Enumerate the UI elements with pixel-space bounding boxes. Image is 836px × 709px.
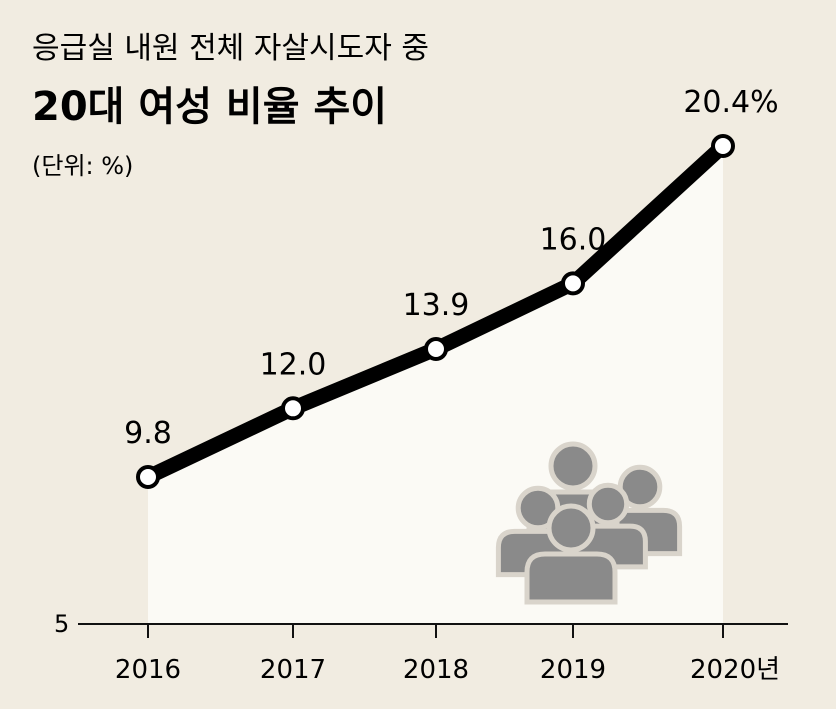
data-point — [561, 271, 585, 296]
x-tick-label: 2017 — [260, 655, 326, 685]
x-tick-label: 2016 — [115, 655, 181, 685]
x-tick-label: 2018 — [403, 655, 469, 685]
chart-title: 20대 여성 비율 추이 — [32, 84, 387, 130]
x-ticks: 2016 2017 2018 2019 2020년 — [115, 624, 780, 685]
data-point — [281, 396, 305, 421]
data-point — [424, 336, 448, 361]
people-group-icon — [495, 441, 683, 605]
data-label: 20.4% — [683, 85, 778, 120]
x-tick-label: 2020년 — [690, 655, 780, 685]
data-points — [136, 134, 735, 489]
data-point — [711, 134, 735, 158]
chart-subtitle: 응급실 내원 전체 자살시도자 중 — [32, 31, 429, 66]
data-label: 16.0 — [540, 222, 607, 257]
data-label: 9.8 — [124, 416, 172, 451]
y-axis-label: 5 — [54, 610, 69, 638]
x-tick-label: 2019 — [540, 655, 606, 685]
data-label: 13.9 — [403, 288, 470, 323]
unit-label: (단위: %) — [32, 152, 133, 180]
data-label: 12.0 — [260, 347, 327, 382]
data-point — [136, 465, 160, 489]
data-labels: 9.8 12.0 13.9 16.0 20.4% — [124, 85, 779, 451]
